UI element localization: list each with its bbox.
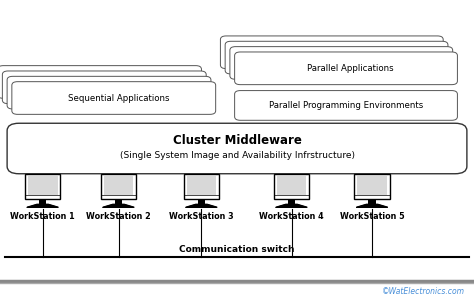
Text: WorkStation 2: WorkStation 2 [86,212,151,221]
Polygon shape [103,204,134,207]
Polygon shape [186,204,217,207]
Text: Sequential Applications: Sequential Applications [68,94,169,102]
Text: Communication switch: Communication switch [179,245,295,254]
Text: Cluster Middleware: Cluster Middleware [173,134,301,147]
Bar [184,174,219,199]
Text: WorkStation 3: WorkStation 3 [169,212,234,221]
Text: Parallel Applications: Parallel Applications [308,64,394,73]
Bar [100,174,136,199]
FancyBboxPatch shape [7,76,211,109]
FancyBboxPatch shape [235,91,457,120]
FancyBboxPatch shape [0,66,201,98]
Text: (Single System Image and Availability Infrstructure): (Single System Image and Availability In… [119,151,355,159]
Text: WorkStation 1: WorkStation 1 [10,212,75,221]
Text: WorkStation 4: WorkStation 4 [259,212,324,221]
Bar [27,176,58,195]
Text: Parallel Programming Environments: Parallel Programming Environments [269,101,423,110]
FancyBboxPatch shape [225,41,448,74]
Bar [115,199,122,204]
Bar [357,176,387,195]
Bar [39,199,46,204]
FancyBboxPatch shape [235,52,457,85]
FancyBboxPatch shape [220,36,443,69]
Bar [288,199,295,204]
Polygon shape [27,204,58,207]
FancyBboxPatch shape [230,47,453,79]
FancyBboxPatch shape [12,82,216,114]
Bar [354,174,390,199]
Bar [277,176,306,195]
Bar [368,199,376,204]
Bar [103,176,133,195]
FancyBboxPatch shape [2,71,206,104]
Bar [186,176,216,195]
FancyBboxPatch shape [7,123,467,174]
Polygon shape [276,204,307,207]
Text: WorkStation 5: WorkStation 5 [340,212,404,221]
Bar [198,199,205,204]
Polygon shape [356,204,388,207]
Text: ©WatElectronics.com: ©WatElectronics.com [382,287,465,296]
Bar [25,174,61,199]
Bar [274,174,309,199]
